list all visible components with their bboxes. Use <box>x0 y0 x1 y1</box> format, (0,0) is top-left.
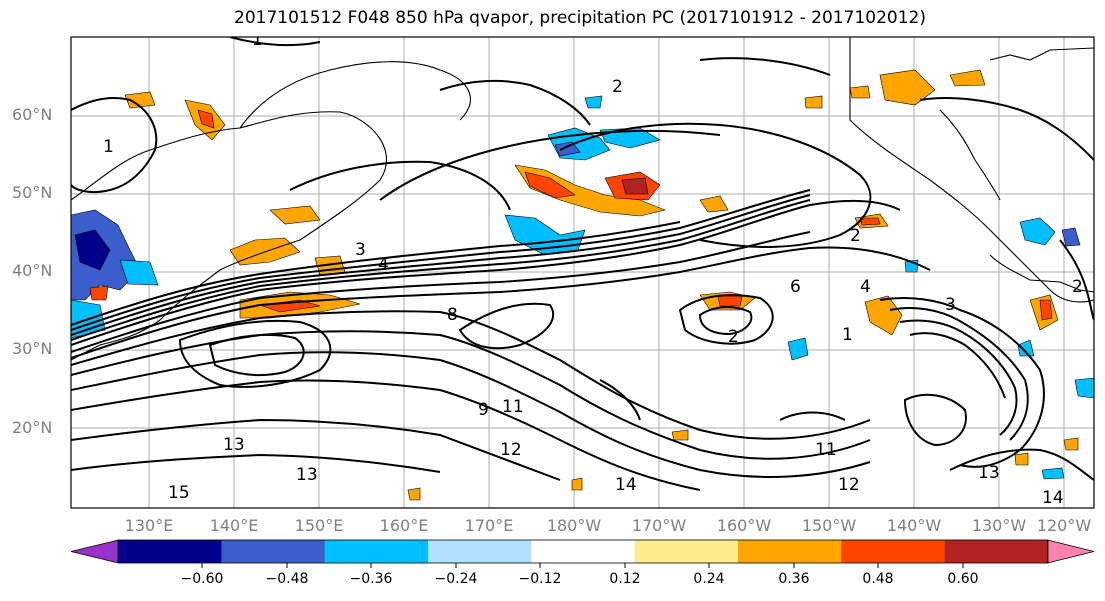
lon-label: 130°W <box>971 516 1027 535</box>
qvapor-contours <box>71 37 1094 491</box>
contour-label: 2 <box>1072 277 1083 297</box>
lon-label: 130°E <box>124 516 174 535</box>
positive-precip-patches <box>89 69 1079 501</box>
contour-label: 15 <box>168 483 190 503</box>
contour-label: 3 <box>355 240 366 260</box>
lon-label: 170°E <box>464 516 514 535</box>
lon-label: 140°E <box>209 516 259 535</box>
colorbar-tick-label: 0.12 <box>609 571 641 587</box>
map-title: 2017101512 F048 850 hPa qvapor, precipit… <box>234 8 926 28</box>
lat-label: 60°N <box>12 105 53 124</box>
lon-label: 180°W <box>546 516 602 535</box>
lat-label: 30°N <box>12 339 53 358</box>
lon-label: 140°W <box>886 516 942 535</box>
contour-label: 13 <box>978 463 1000 483</box>
lon-label: 150°W <box>801 516 857 535</box>
colorbar-tick-label: 0.24 <box>693 571 725 587</box>
contour-label: 3 <box>945 295 956 315</box>
colorbar-tick-label: −0.60 <box>180 571 224 587</box>
contour-label: 1 <box>252 30 263 50</box>
colorbar-tick-label: 0.60 <box>947 571 979 587</box>
contour-label: 1 <box>842 325 853 345</box>
contour-label: 2 <box>850 226 861 246</box>
contour-label: 14 <box>1042 488 1064 508</box>
lon-label: 160°W <box>716 516 772 535</box>
colorbar-bin <box>428 540 532 563</box>
contour-label: 13 <box>296 465 318 485</box>
lon-label: 150°E <box>294 516 344 535</box>
contour-label: 6 <box>790 277 801 297</box>
contour-label: 4 <box>378 255 389 275</box>
contour-label: 2 <box>728 327 739 347</box>
colorbar-tick-label: −0.24 <box>434 571 478 587</box>
colorbar-extend-max <box>1047 539 1095 564</box>
contour-label: 1 <box>103 137 114 157</box>
contour-label: 8 <box>447 305 458 325</box>
colorbar-tick-label: 0.48 <box>862 571 894 587</box>
colorbar-bin <box>531 540 636 563</box>
colorbar-tick-label: 0.36 <box>778 571 810 587</box>
lat-label: 50°N <box>12 183 53 202</box>
contour-label: 11 <box>815 440 837 460</box>
colorbar-bin <box>324 540 429 563</box>
colorbar-bin <box>118 540 222 563</box>
colorbar-bin <box>738 540 842 563</box>
colorbar-bin <box>944 540 1049 563</box>
contour-label: 11 <box>502 397 524 417</box>
colorbar-outline <box>117 539 1049 564</box>
colorbar-tick-label: −0.36 <box>349 571 393 587</box>
lon-label: 170°W <box>631 516 687 535</box>
colorbar-segments <box>70 539 1095 564</box>
lat-label: 20°N <box>12 418 53 437</box>
colorbar-tick-label: −0.12 <box>518 571 562 587</box>
colorbar-bin <box>221 540 326 563</box>
contour-label: 9 <box>478 400 489 420</box>
colorbar-bin <box>841 540 946 563</box>
contour-labels: 1 1 2 3 4 6 8 9 11 12 13 13 14 15 2 4 3 … <box>103 30 1083 508</box>
contour-label: 4 <box>860 277 871 297</box>
lat-label: 40°N <box>12 261 53 280</box>
lon-label: 120°W <box>1036 516 1092 535</box>
contour-label: 12 <box>838 475 860 495</box>
lon-label: 160°E <box>379 516 429 535</box>
contour-label: 14 <box>615 475 637 495</box>
contour-label: 12 <box>500 440 522 460</box>
coastlines <box>71 37 1094 361</box>
map-frame <box>70 36 1095 509</box>
contour-label: 13 <box>223 435 245 455</box>
colorbar-extend-min <box>70 539 119 564</box>
colorbar-bin <box>634 540 739 563</box>
colorbar-tick-label: −0.48 <box>265 571 309 587</box>
contour-label: 2 <box>612 77 623 97</box>
